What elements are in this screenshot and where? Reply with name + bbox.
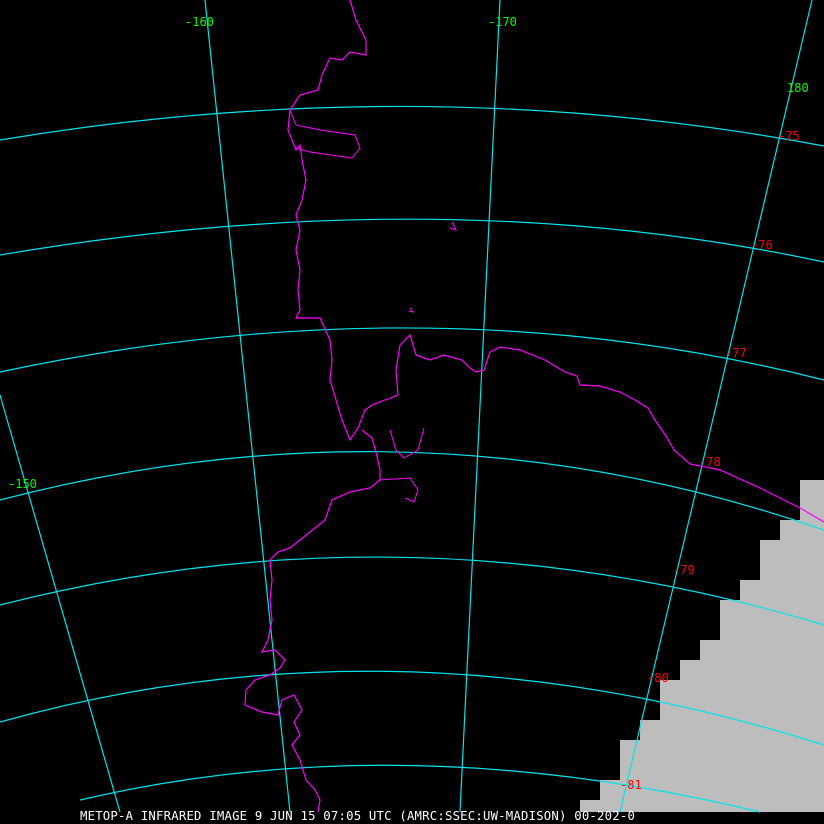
ice-shelf-region <box>580 480 824 812</box>
latitude-line <box>0 105 824 147</box>
latitude-label: -77 <box>725 346 747 360</box>
longitude-line <box>204 0 291 813</box>
latitude-label: -79 <box>673 563 695 577</box>
latitude-label: -81 <box>620 778 642 792</box>
latitude-line <box>0 670 824 746</box>
latitude-line <box>0 451 824 531</box>
longitude-label: -170 <box>488 15 517 29</box>
latitude-label: -80 <box>647 671 669 685</box>
longitude-label: -150 <box>8 477 37 491</box>
image-caption: METOP-A INFRARED IMAGE 9 JUN 15 07:05 UT… <box>80 809 636 823</box>
latitude-line <box>79 764 761 813</box>
coastline <box>289 109 361 159</box>
latitude-line <box>0 327 824 381</box>
longitude-label: -160 <box>185 15 214 29</box>
coastline <box>408 307 415 313</box>
coastline <box>244 429 381 813</box>
coastline <box>449 221 457 231</box>
latitude-label: -75 <box>778 129 800 143</box>
coastline <box>379 477 419 503</box>
longitude-line <box>0 394 121 813</box>
longitude-line <box>619 0 813 813</box>
latitude-line <box>0 556 824 626</box>
coastline <box>389 427 425 459</box>
latitude-label: -76 <box>751 238 773 252</box>
longitude-label: 180 <box>787 81 809 95</box>
latitude-line <box>0 218 824 263</box>
coastline <box>287 0 824 523</box>
latitude-label: -78 <box>699 455 721 469</box>
longitude-line <box>459 0 501 813</box>
